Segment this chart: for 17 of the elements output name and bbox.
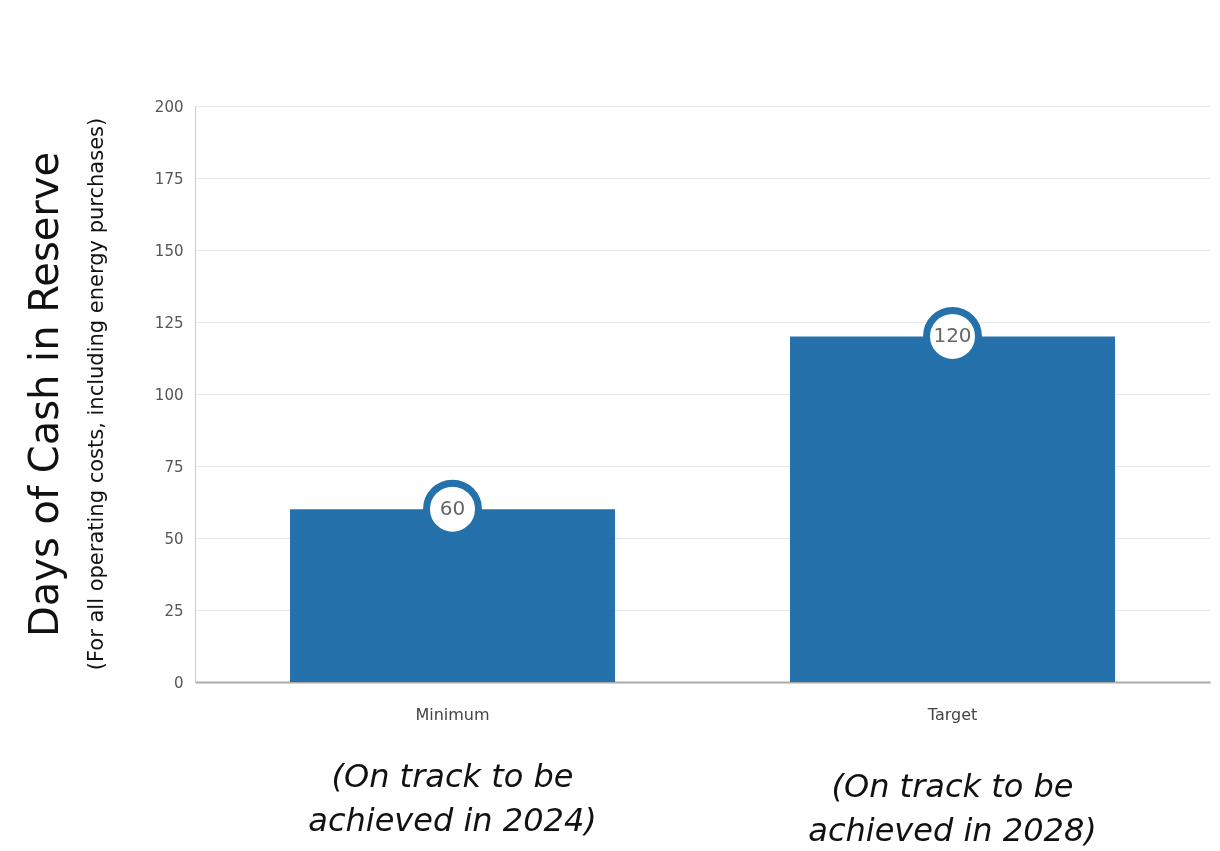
text: (For all operating costs, including energy purchases) [84, 117, 108, 671]
y-tick-label: 50 [164, 529, 184, 548]
y-tick-label: 75 [164, 457, 184, 476]
y-tick-label: 150 [154, 241, 184, 260]
text: (On track to be achieved in 2024) [308, 757, 597, 839]
y-tick-label: 125 [154, 313, 184, 332]
y-tick-label: 25 [164, 601, 184, 620]
y-tick-label: 100 [154, 385, 184, 404]
x-tick-label: Target [926, 704, 978, 724]
text: (On track to be achieved in 2028) [808, 767, 1097, 849]
data-label: 60 [439, 496, 466, 521]
x-tick-label: Minimum [415, 704, 490, 724]
y-tick-label: 200 [154, 97, 184, 116]
data-label: 120 [933, 323, 972, 348]
y-tick-label: 0 [173, 673, 184, 692]
y-axis-title: Days of Cash in Reserve [20, 151, 67, 638]
y-tick-label: 175 [154, 169, 184, 188]
